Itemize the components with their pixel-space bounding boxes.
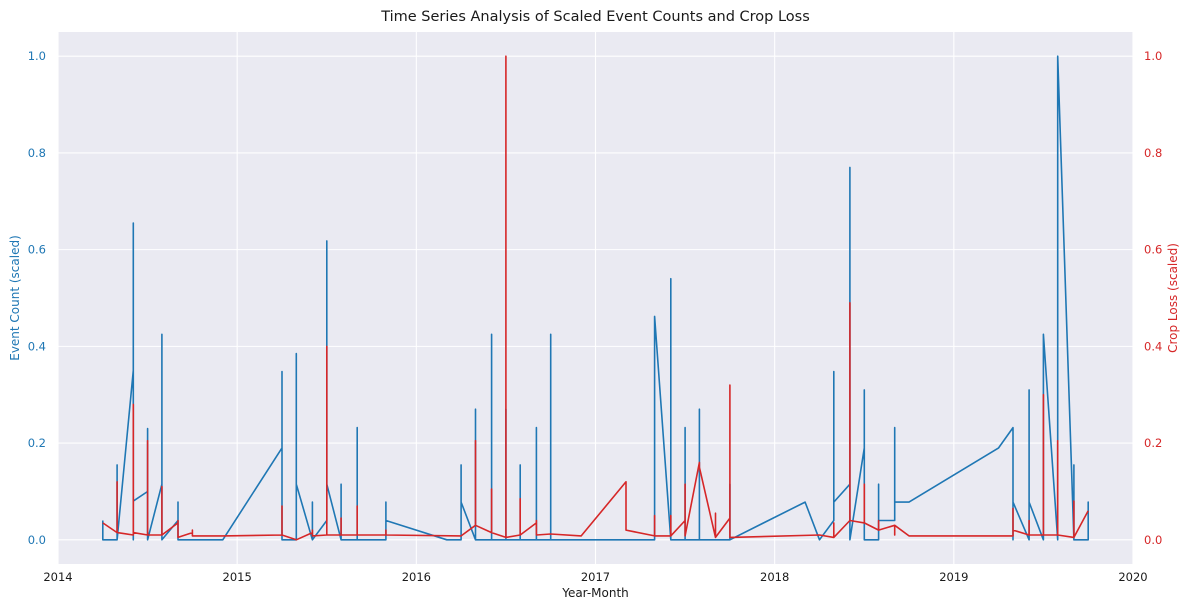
y-tick-label-left: 0.6 [28,243,46,257]
x-tick-label: 2014 [43,570,72,584]
y-tick-label-right: 0.6 [1144,243,1162,257]
y-tick-label-left: 0.4 [28,339,46,353]
x-tick-label: 2019 [939,570,968,584]
x-tick-label: 2020 [1118,570,1147,584]
y-tick-label-right: 0.2 [1144,436,1162,450]
y-axis-label-right: Crop Loss (scaled) [1166,243,1180,353]
y-tick-label-right: 0.8 [1144,146,1162,160]
y-tick-label-right: 0.4 [1144,339,1162,353]
x-axis-label: Year-Month [561,586,629,600]
y-tick-label-left: 0.8 [28,146,46,160]
x-tick-label: 2015 [223,570,252,584]
event-count-series-line [102,55,1089,541]
y-tick-label-right: 1.0 [1144,49,1162,63]
crop-loss-series-line [102,55,1089,541]
y-tick-label-left: 1.0 [28,49,46,63]
x-tick-label: 2016 [402,570,431,584]
tick-labels: 2014 2015 2016 2017 2018 2019 2020 0.0 0.2 0.4 0.6… [28,49,1163,584]
series-layer [102,55,1089,541]
y-axis-label-left: Event Count (scaled) [8,235,22,361]
x-tick-label: 2017 [581,570,610,584]
y-tick-label-left: 0.2 [28,436,46,450]
y-tick-label-right: 0.0 [1144,533,1162,547]
x-tick-label: 2018 [760,570,789,584]
y-tick-label-left: 0.0 [28,533,46,547]
chart-title: Time Series Analysis of Scaled Event Cou… [380,9,810,25]
